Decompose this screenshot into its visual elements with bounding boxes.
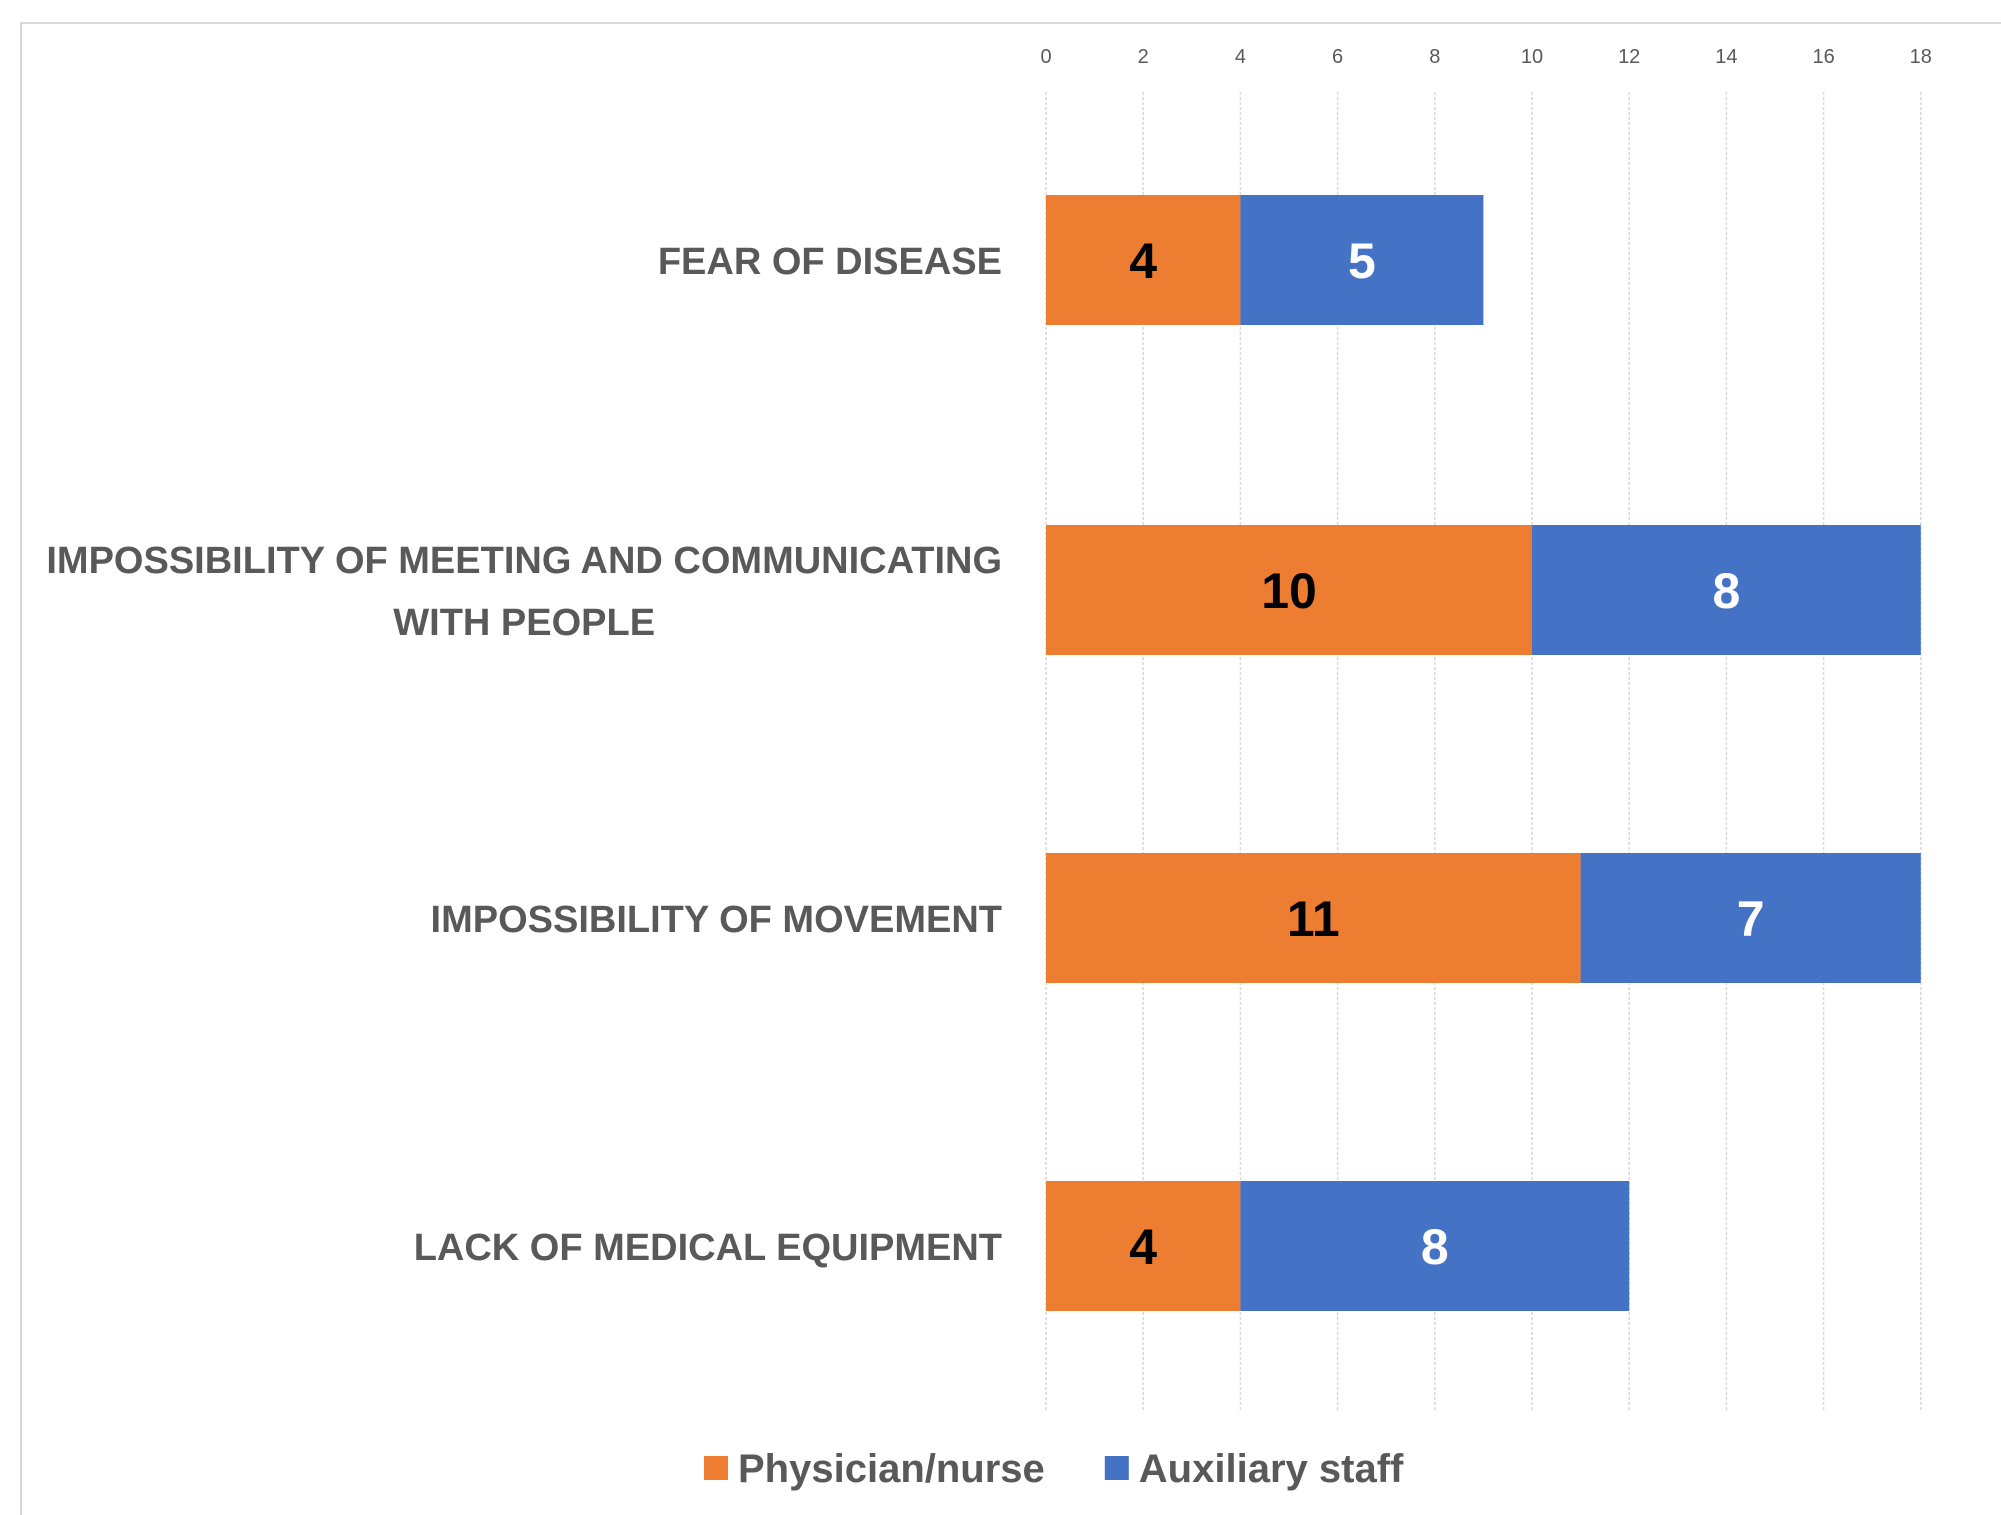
bar-auxiliary-staff-1	[1532, 525, 1921, 655]
tick-label-10: 10	[1521, 46, 1543, 68]
tick-label-2: 2	[1138, 46, 1149, 68]
legend: Physician/nurse Auxiliary staff	[704, 1447, 1404, 1491]
category-label-line: FEAR OF DISEASE	[658, 241, 1002, 283]
data-label-physician-nurse-1: 10	[1261, 563, 1317, 619]
bar-auxiliary-staff-0	[1240, 195, 1484, 325]
tick-label-12: 12	[1618, 46, 1640, 68]
data-label-auxiliary-staff-0: 5	[1348, 233, 1376, 289]
data-label-physician-nurse-3: 4	[1129, 1219, 1157, 1275]
legend-swatch-physician-nurse	[704, 1456, 728, 1480]
tick-label-18: 18	[1910, 46, 1932, 68]
legend-label-auxiliary-staff: Auxiliary staff	[1139, 1447, 1404, 1491]
category-label-1: IMPOSSIBILITY OF MEETING AND COMMUNICATI…	[46, 540, 1002, 644]
bar-physician-nurse-0	[1046, 195, 1241, 325]
data-label-physician-nurse-0: 4	[1129, 233, 1157, 289]
category-label-line: IMPOSSIBILITY OF MEETING AND COMMUNICATI…	[46, 540, 1002, 582]
category-label-line: LACK OF MEDICAL EQUIPMENT	[414, 1227, 1002, 1269]
tick-label-8: 8	[1429, 46, 1440, 68]
data-label-auxiliary-staff-3: 8	[1421, 1219, 1449, 1275]
bar-physician-nurse-1	[1046, 525, 1532, 655]
data-label-auxiliary-staff-1: 8	[1712, 563, 1740, 619]
bar-auxiliary-staff-3	[1240, 1181, 1630, 1311]
category-label-line: IMPOSSIBILITY OF MOVEMENT	[431, 899, 1002, 941]
legend-label-physician-nurse: Physician/nurse	[738, 1447, 1045, 1491]
tick-label-6: 6	[1332, 46, 1343, 68]
tick-label-4: 4	[1235, 46, 1246, 68]
x-axis-ticks: 02468101214161820	[1040, 46, 1932, 68]
tick-label-0: 0	[1040, 46, 1051, 68]
category-label-0: FEAR OF DISEASE	[658, 241, 1002, 283]
category-labels: FEAR OF DISEASE IMPOSSIBILITY OF MEETING …	[46, 241, 1002, 1269]
bar-physician-nurse-2	[1046, 853, 1581, 983]
data-label-auxiliary-staff-2: 7	[1737, 891, 1765, 947]
bar-physician-nurse-3	[1046, 1181, 1241, 1311]
category-label-2: IMPOSSIBILITY OF MOVEMENT	[431, 899, 1002, 941]
tick-label-14: 14	[1715, 46, 1737, 68]
category-label-line: WITH PEOPLE	[393, 602, 655, 644]
legend-swatch-auxiliary-staff	[1104, 1456, 1129, 1480]
data-label-physician-nurse-2: 11	[1287, 891, 1340, 947]
bar-auxiliary-staff-2	[1580, 853, 1921, 983]
tick-label-16: 16	[1812, 46, 1834, 68]
chart-frame	[20, 22, 2001, 1515]
category-label-3: LACK OF MEDICAL EQUIPMENT	[414, 1227, 1002, 1269]
bars: 4 5 10 8 11 7 4 8	[1046, 195, 1921, 1311]
